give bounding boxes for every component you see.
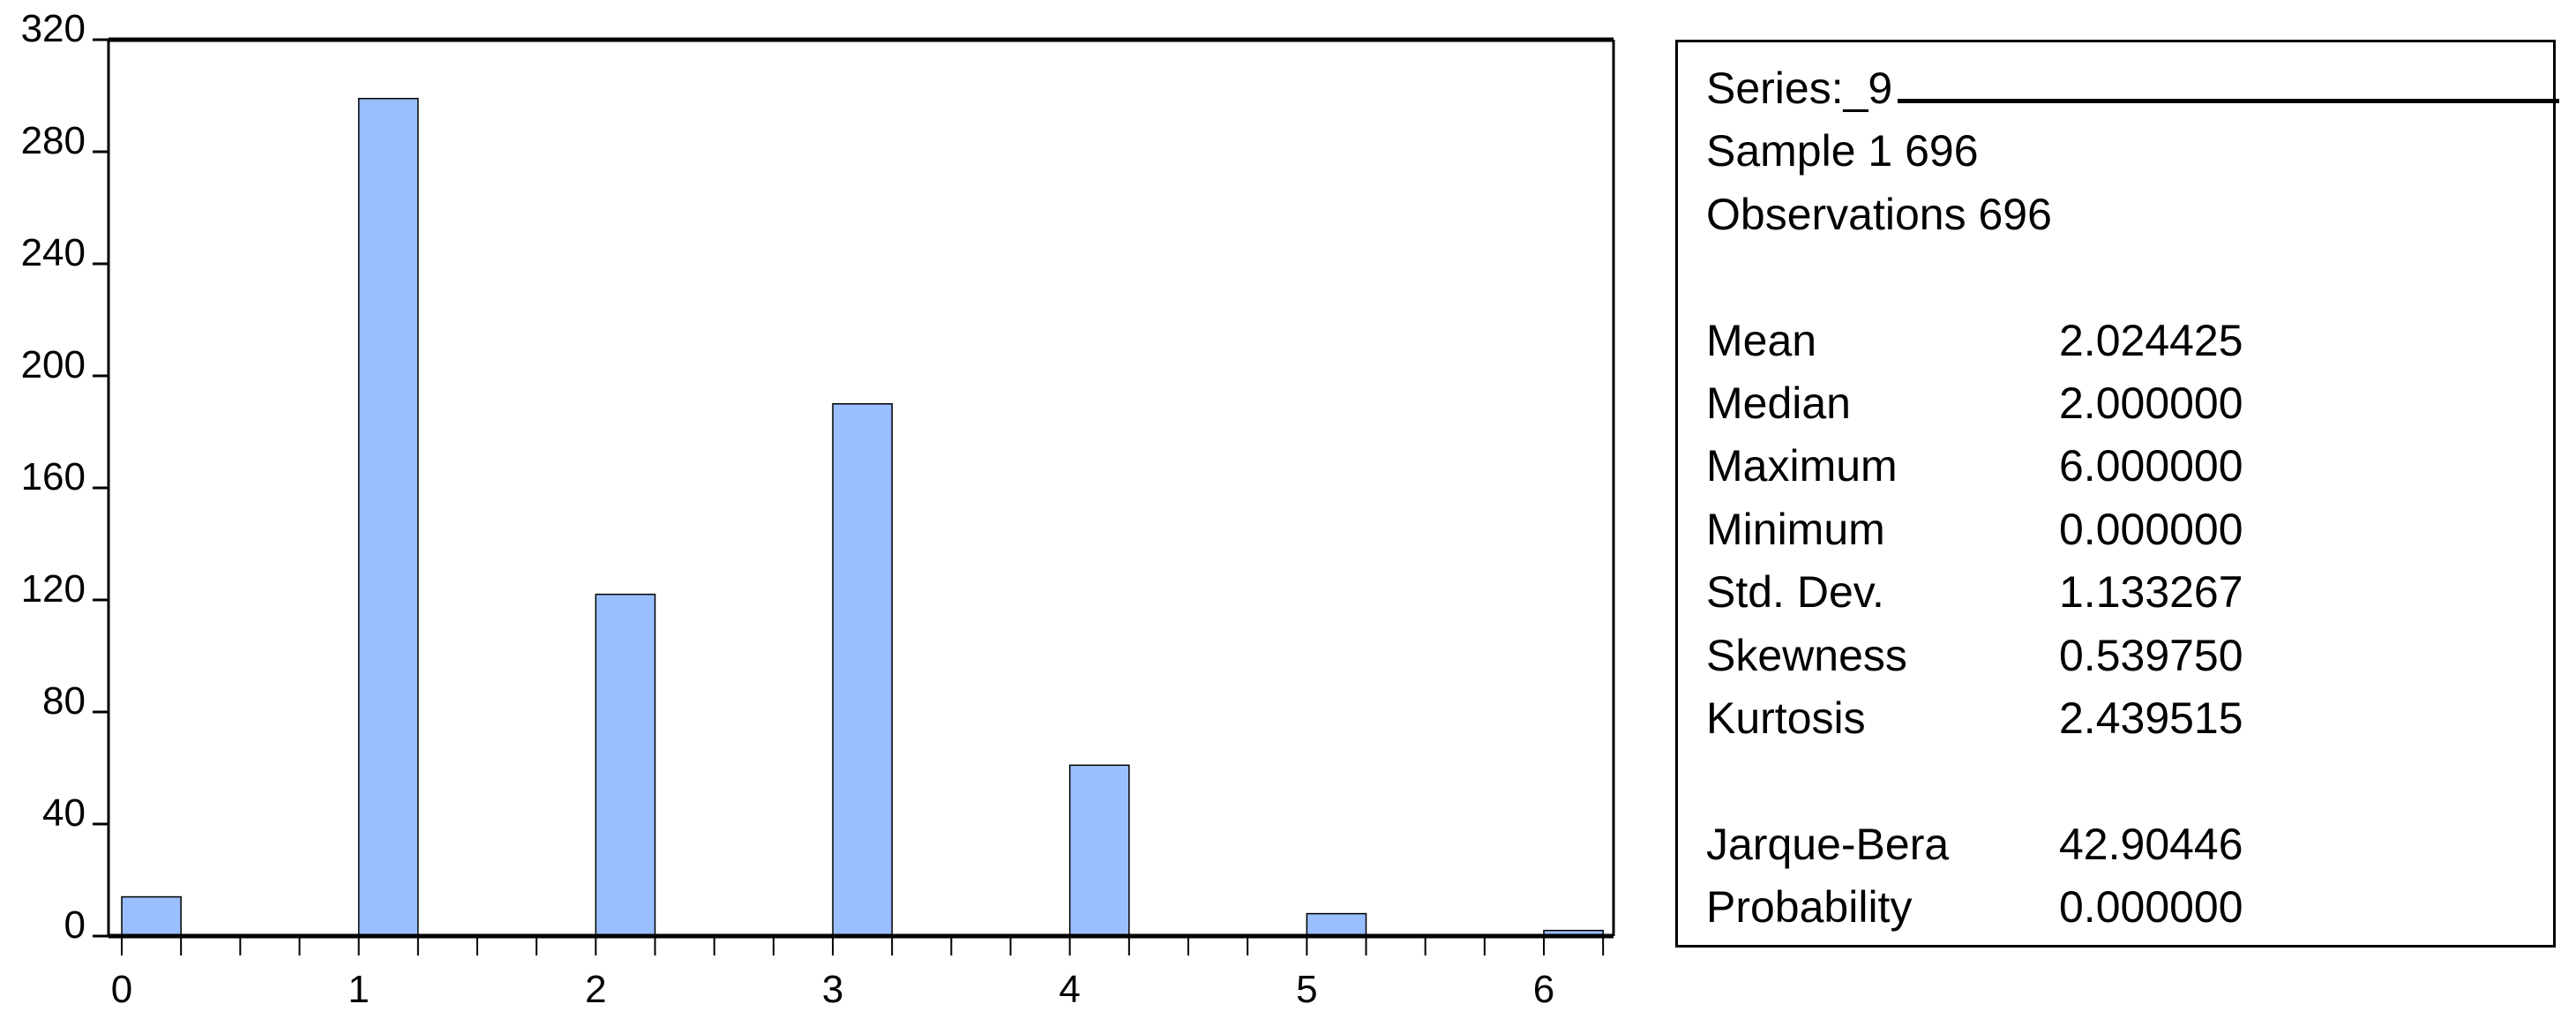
x-tick-label: 1 [348, 968, 369, 1011]
y-tick-label: 200 [21, 343, 86, 386]
stat-value: 2.000000 [2059, 378, 2243, 428]
y-tick-label: 120 [21, 567, 86, 611]
stat-value: 2.024425 [2059, 315, 2243, 365]
y-tick-label: 160 [21, 455, 86, 498]
stat-label: Kurtosis [1706, 693, 1866, 743]
bar-3 [832, 403, 893, 937]
stat-value: 1.133267 [2059, 567, 2243, 618]
observations-row: Observations 696 [1706, 190, 2052, 239]
bar-2 [595, 593, 656, 937]
stat-label: Probability [1706, 882, 1913, 933]
stat-row: Median 2.000000 [1706, 371, 2243, 435]
stat-row: Std. Dev. 1.133267 [1706, 560, 2243, 624]
series-name-row: Series:_9 [1706, 56, 2560, 120]
stat-label: Skewness [1706, 630, 1907, 680]
bar-5 [1306, 912, 1367, 937]
stat-row: Kurtosis 2.439515 [1706, 686, 2243, 750]
histogram-chart: 0 40 80 120 160 200 240 280 320 0 1 2 3 4 5 6 [21, 7, 1615, 1011]
stat-row: Jarque-Bera 42.90446 [1706, 813, 2243, 876]
stat-row: Maximum 6.000000 [1706, 434, 2243, 498]
bar-1 [357, 97, 419, 937]
stat-row: Minimum 0.000000 [1706, 498, 2243, 561]
stat-label: Minimum [1706, 504, 1885, 554]
stat-label: Std. Dev. [1706, 567, 1884, 618]
y-tick-label: 40 [42, 791, 86, 835]
bar-4 [1068, 764, 1130, 937]
stat-label: Mean [1706, 315, 1817, 365]
stat-value: 0.000000 [2059, 882, 2243, 933]
x-tick-label: 6 [1533, 968, 1554, 1011]
x-tick-label: 4 [1059, 968, 1080, 1011]
sample-row: Sample 1 696 [1706, 126, 1979, 176]
stat-row: Probability 0.000000 [1706, 875, 2243, 939]
y-tick-label: 0 [64, 903, 86, 947]
x-tick-label: 5 [1296, 968, 1317, 1011]
stat-value: 42.90446 [2059, 819, 2243, 869]
stat-value: 2.439515 [2059, 693, 2243, 743]
y-tick-label: 80 [42, 679, 86, 723]
x-tick-label: 2 [585, 968, 606, 1011]
series-underline [1898, 99, 2560, 103]
series-name: Series:_9 [1706, 64, 1893, 113]
stat-label: Median [1706, 378, 1851, 428]
stat-label: Maximum [1706, 441, 1898, 491]
stat-row: Skewness 0.539750 [1706, 624, 2243, 687]
stat-value: 6.000000 [2059, 441, 2243, 491]
x-tick-label: 0 [111, 968, 132, 1011]
descriptive-statistics-panel: Series:_9 Sample 1 696 Observations 696 … [1675, 40, 2560, 948]
y-tick-label: 240 [21, 231, 86, 274]
stat-row: Mean 2.024425 [1706, 309, 2243, 372]
y-tick-label: 320 [21, 7, 86, 50]
stat-value: 0.000000 [2059, 504, 2243, 554]
x-tick-label: 3 [822, 968, 843, 1011]
stat-value: 0.539750 [2059, 630, 2243, 680]
bar-0 [121, 895, 182, 937]
y-tick-label: 280 [21, 119, 86, 162]
stat-label: Jarque-Bera [1706, 819, 1950, 869]
